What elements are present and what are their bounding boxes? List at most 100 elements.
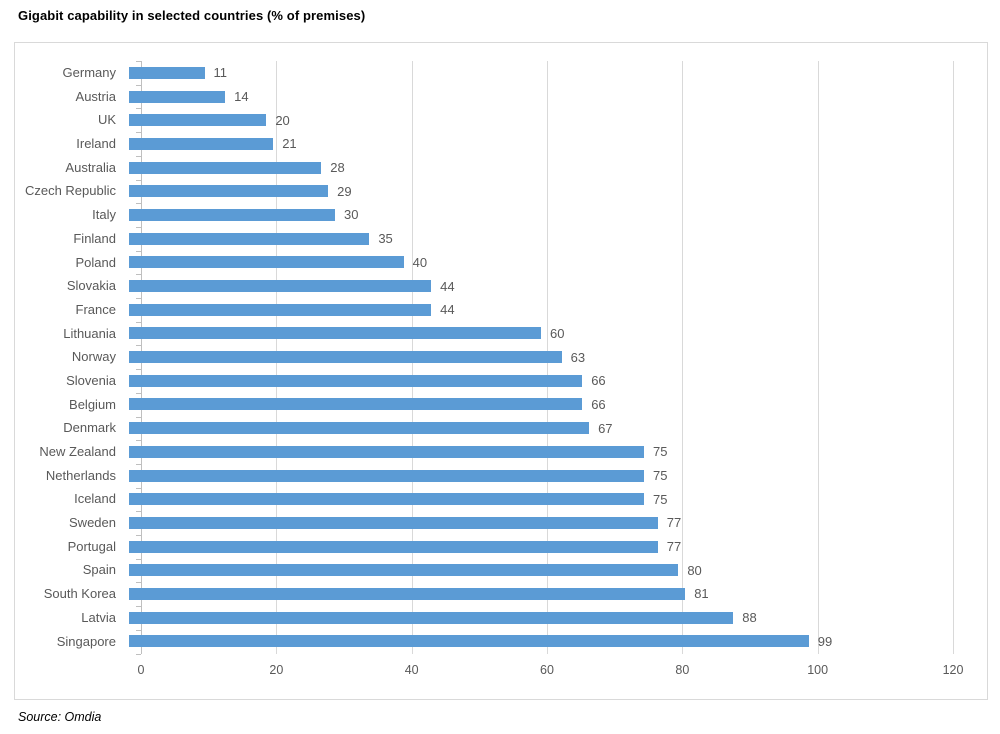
value-label: 29 — [337, 183, 352, 199]
bar — [129, 635, 809, 648]
chart-row: Slovakia 44 — [15, 274, 989, 298]
bar — [129, 374, 583, 387]
bar — [129, 445, 644, 458]
chart-row: Germany 11 — [15, 61, 989, 85]
value-label: 88 — [742, 610, 757, 626]
chart-row: Portugal 77 — [15, 535, 989, 559]
category-label: Belgium — [69, 396, 116, 412]
chart-row: Italy 30 — [15, 203, 989, 227]
bar — [129, 564, 679, 577]
category-axis-tick — [136, 250, 141, 252]
value-label: 75 — [653, 444, 668, 460]
chart-row: Finland 35 — [15, 227, 989, 251]
bar-track: 14 — [129, 85, 953, 109]
category-label: Czech Republic — [24, 183, 116, 199]
bar-track: 66 — [129, 393, 953, 417]
value-label: 20 — [275, 112, 290, 128]
gridline — [817, 61, 819, 654]
category-axis-tick — [136, 155, 141, 157]
chart-row: Singapore 99 — [15, 630, 989, 654]
bar-track: 77 — [129, 535, 953, 559]
bar-track: 20 — [129, 108, 953, 132]
bar-track: 80 — [129, 558, 953, 582]
bar — [129, 422, 590, 435]
bar-track: 81 — [129, 582, 953, 606]
value-label: 99 — [817, 633, 833, 649]
x-tick-label: 40 — [404, 663, 419, 677]
category-axis-tick — [136, 61, 141, 62]
value-label: 35 — [378, 231, 393, 247]
category-axis-tick — [136, 274, 141, 276]
category-label: Ireland — [76, 136, 116, 152]
chart-row: UK 20 — [15, 108, 989, 132]
category-axis-tick — [136, 345, 141, 347]
value-label: 77 — [666, 539, 682, 555]
value-label: 60 — [550, 325, 565, 341]
category-axis-tick — [136, 108, 141, 110]
bar — [129, 137, 274, 150]
chart-row: Ireland 21 — [15, 132, 989, 156]
category-label: South Korea — [43, 586, 116, 602]
bar — [129, 327, 541, 340]
category-label: Australia — [65, 159, 116, 175]
bar — [129, 90, 226, 103]
chart-row: Latvia 88 — [15, 606, 989, 630]
category-label: Germany — [62, 65, 116, 80]
category-axis-tick — [136, 132, 141, 134]
x-tick-label: 80 — [675, 663, 690, 677]
bar-track: 21 — [129, 132, 953, 156]
bar-track: 75 — [129, 487, 953, 511]
value-label: 63 — [570, 349, 586, 365]
category-axis-tick — [136, 463, 141, 465]
chart-row: Lithuania 60 — [15, 322, 989, 346]
value-label: 11 — [213, 65, 228, 81]
bar-track: 75 — [129, 464, 953, 488]
bar-track: 44 — [129, 274, 953, 298]
category-axis-tick — [136, 629, 141, 631]
bar-track: 29 — [129, 179, 953, 203]
category-label: Denmark — [63, 420, 116, 436]
bar-track: 60 — [129, 322, 953, 346]
category-label: Portugal — [67, 538, 116, 554]
chart-row: Denmark 67 — [15, 416, 989, 440]
bar — [129, 256, 404, 269]
chart-row: Austria 14 — [15, 85, 989, 109]
category-axis-tick — [136, 321, 141, 323]
bar — [129, 540, 658, 553]
x-tick-label: 20 — [269, 663, 284, 677]
chart-row: Australia 28 — [15, 156, 989, 180]
category-axis-tick — [136, 511, 141, 513]
category-axis-tick — [136, 84, 141, 86]
bar — [129, 161, 322, 174]
bar — [129, 493, 644, 506]
bar-track: 75 — [129, 440, 953, 464]
chart-row: Czech Republic 29 — [15, 179, 989, 203]
category-label: UK — [97, 112, 116, 128]
chart-row: South Korea 81 — [15, 582, 989, 606]
category-axis-tick — [136, 298, 141, 299]
category-axis-tick — [136, 392, 141, 394]
bar-track: 66 — [129, 369, 953, 393]
category-label: Slovenia — [66, 372, 116, 388]
category-axis-tick — [136, 653, 141, 655]
value-label: 81 — [694, 586, 709, 602]
value-label: 66 — [591, 373, 606, 389]
bar — [129, 114, 267, 127]
bar — [129, 587, 686, 600]
chart-row: Iceland 75 — [15, 487, 989, 511]
chart-row: Slovenia 66 — [15, 369, 989, 393]
bar-track: 63 — [129, 345, 953, 369]
category-label: Slovakia — [66, 278, 116, 294]
bar — [129, 516, 658, 529]
chart-row: France 44 — [15, 298, 989, 322]
value-label: 80 — [687, 562, 702, 578]
category-axis-tick — [136, 606, 141, 608]
chart-row: Belgium 66 — [15, 393, 989, 417]
category-label: Norway — [71, 349, 116, 365]
bar-track: 28 — [129, 156, 953, 180]
x-tick-label: 60 — [540, 663, 554, 677]
category-axis-tick — [136, 487, 141, 489]
chart-row: Poland 40 — [15, 251, 989, 275]
bar-track: 67 — [129, 416, 953, 440]
bar-track: 77 — [129, 511, 953, 535]
